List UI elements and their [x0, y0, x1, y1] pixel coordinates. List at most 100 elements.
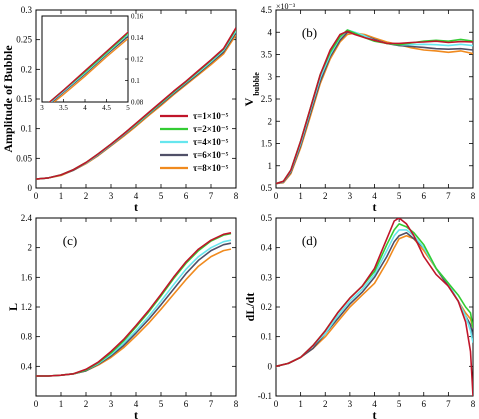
y-tick-label: 0.3: [261, 272, 273, 282]
x-tick-label: 8: [234, 399, 239, 409]
x-tick-label: 4: [372, 191, 377, 201]
y-tick-label: 0.05: [16, 153, 32, 163]
x-tick-label: 1: [59, 399, 64, 409]
y-tick-label: 0.2: [21, 64, 32, 74]
series-line: [36, 232, 232, 377]
y-tick-label: 0.4: [261, 243, 273, 253]
y-tick-label: 3.5: [261, 50, 273, 60]
x-axis-label: t: [134, 408, 138, 419]
series-line: [276, 229, 473, 368]
x-tick-label: 3: [348, 191, 353, 201]
inset-frame: [41, 15, 129, 103]
y-tick-label: 3: [268, 72, 273, 82]
y-tick-label: 1: [268, 161, 273, 171]
inset-x-tick-label: 5: [126, 104, 130, 112]
y-tick-label: 0.5: [261, 213, 273, 223]
y-tick-label: 1.2: [21, 302, 32, 312]
y-axis-label-subscript: bubble: [252, 72, 261, 96]
legend-entry: τ=6×10⁻⁵: [193, 150, 229, 160]
x-tick-label: 6: [184, 191, 189, 201]
y-tick-label: 0.15: [16, 94, 32, 104]
y-tick-label: 0: [28, 183, 33, 193]
x-tick-label: 5: [397, 191, 402, 201]
y-tick-label: 0.1: [261, 332, 272, 342]
x-tick-label: 0: [274, 191, 279, 201]
y-tick-label: 0.2: [261, 302, 272, 312]
y-axis-label: dL/dt: [243, 293, 257, 322]
x-tick-label: 5: [159, 399, 164, 409]
y-tick-label: 2: [28, 243, 33, 253]
x-tick-label: 7: [446, 399, 451, 409]
y-tick-label: 0.5: [261, 183, 273, 193]
x-tick-label: 3: [348, 399, 353, 409]
x-tick-label: 6: [422, 399, 427, 409]
y-tick-label: 0.4: [21, 361, 33, 371]
series-line: [276, 29, 473, 185]
legend: τ=1×10⁻⁵ τ=2×10⁻⁵ τ=4×10⁻⁵ τ=6×10⁻⁵ τ=8×10⁻⁵: [160, 111, 229, 173]
series-line: [276, 232, 473, 368]
y-tick-label: 0.25: [16, 35, 32, 45]
x-tick-label: 7: [209, 399, 214, 409]
legend-entry: τ=1×10⁻⁵: [193, 111, 229, 121]
y-tick-label: 1.6: [21, 272, 33, 282]
x-tick-label: 5: [159, 191, 164, 201]
x-tick-label: 2: [323, 191, 328, 201]
series-line: [36, 27, 236, 180]
y-axis-label: V: [242, 97, 256, 106]
inset-series-line: [48, 32, 128, 102]
x-tick-label: 0: [34, 399, 39, 409]
x-axis-label: t: [134, 200, 138, 214]
x-tick-label: 4: [372, 399, 377, 409]
panel-3: 0 1 2 3 4 5 6 7 8-0.100.10.20.30.40.5t(d): [258, 213, 476, 419]
x-tick-label: 4: [134, 191, 139, 201]
series-line: [276, 31, 473, 185]
series-line: [276, 218, 473, 396]
y-axis-label: Amplitude of Bubble: [1, 45, 15, 153]
y-tick-label: 0.1: [21, 124, 32, 134]
x-tick-label: 8: [471, 399, 476, 409]
legend-entry: τ=2×10⁻⁵: [193, 124, 229, 134]
y-tick-label: 2.5: [261, 94, 273, 104]
inset-x-tick-label: 3.5: [59, 104, 68, 112]
x-tick-label: 6: [184, 399, 189, 409]
legend-entry: τ=4×10⁻⁵: [193, 137, 229, 147]
x-tick-label: 4: [134, 399, 139, 409]
x-tick-label: 0: [34, 191, 39, 201]
series-line: [276, 29, 473, 185]
y-tick-label: 4: [268, 27, 273, 37]
panel-2: 0 1 2 3 4 5 6 7 8 0.4 0.8 1.2 1.6 2 2.4 t (c): [21, 213, 239, 419]
series-line: [36, 239, 232, 377]
x-tick-label: 2: [84, 191, 89, 201]
panel-label: (c): [63, 233, 77, 248]
series-line: [276, 235, 473, 368]
y-tick-label: 0.8: [21, 332, 33, 342]
inset-y-tick-label: 0.08: [131, 99, 144, 107]
y-tick-label: 4.5: [261, 5, 273, 15]
x-tick-label: 7: [209, 191, 214, 201]
y-tick-label: 0.3: [21, 5, 33, 15]
x-axis-label: t: [373, 408, 377, 419]
x-tick-label: 6: [422, 191, 427, 201]
inset-series-line: [51, 35, 128, 102]
x-tick-label: 2: [323, 399, 328, 409]
panel-label: (d): [302, 233, 317, 248]
inset: 3 3.5 4 4.5 50.08 0.1 0.12 0.14 0.16: [40, 13, 144, 113]
y-tick-label: -0.1: [258, 391, 272, 401]
x-tick-label: 3: [109, 191, 114, 201]
x-tick-label: 7: [446, 191, 451, 201]
x-tick-label: 8: [234, 191, 239, 201]
y-tick-label: 1.5: [261, 139, 273, 149]
x-tick-label: 1: [298, 191, 303, 201]
y-tick-label: 2: [268, 116, 273, 126]
inset-x-tick-label: 3: [40, 104, 44, 112]
inset-series-line: [53, 37, 128, 102]
x-tick-label: 5: [397, 399, 402, 409]
series-line: [276, 32, 473, 185]
inset-series-line: [49, 33, 128, 102]
y-tick-label: 0: [268, 361, 273, 371]
panel-label: (b): [302, 25, 317, 40]
inset-x-tick-label: 4.5: [102, 104, 111, 112]
x-tick-label: 1: [59, 191, 64, 201]
